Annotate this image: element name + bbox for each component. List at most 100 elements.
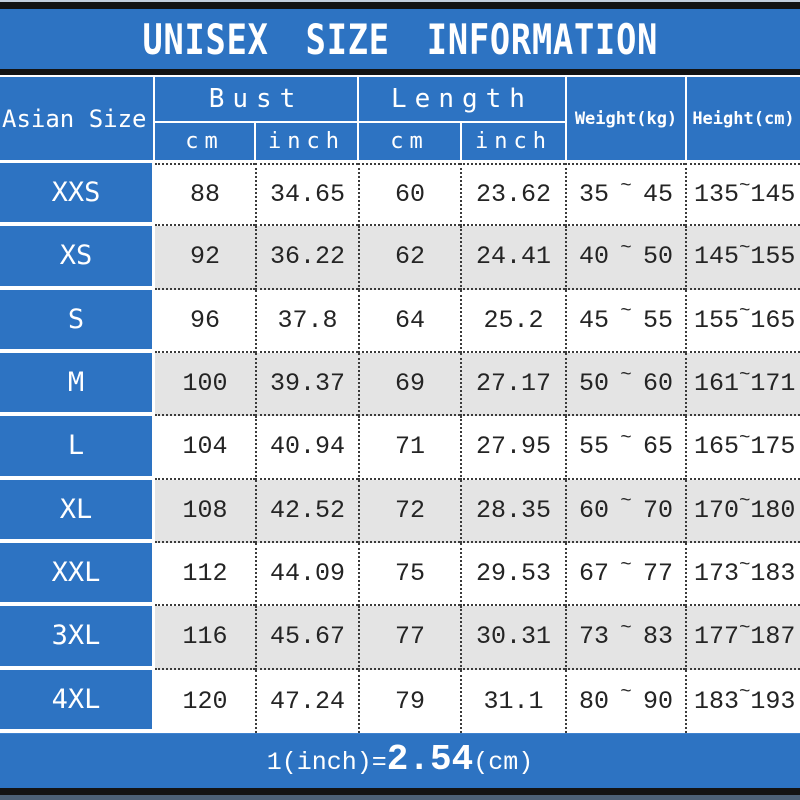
height-min: 135	[694, 180, 740, 210]
weight-max: 65	[642, 432, 673, 462]
table-row: L 104 40.94 71 27.95 55 ~ 65 165 ~ 175	[0, 416, 800, 480]
height-max: 183	[750, 559, 796, 589]
cell-bust-inch: 45.67	[255, 606, 358, 670]
weight-min: 40	[579, 242, 610, 272]
cell-bust-cm: 116	[155, 606, 255, 670]
cell-height-range: 177 ~ 187	[685, 606, 800, 670]
cell-length-inch: 31.1	[460, 669, 565, 733]
cell-weight-range: 55 ~ 65	[565, 416, 685, 480]
tilde-separator: ~	[620, 681, 632, 704]
conversion-suffix: (cm)	[473, 748, 534, 777]
tilde-separator: ~	[739, 490, 751, 513]
title-separator-bar	[0, 69, 800, 75]
cell-bust-cm: 96	[155, 289, 255, 353]
cell-height-range: 165 ~ 175	[685, 416, 800, 480]
cell-size: XL	[0, 479, 155, 543]
header-asian-size: Asian Size	[0, 77, 153, 160]
table-row: XS 92 36.22 62 24.41 40 ~ 50 145 ~ 155	[0, 226, 800, 290]
cell-height-range: 155 ~ 165	[685, 289, 800, 353]
cell-length-cm: 69	[358, 352, 460, 417]
bottom-edge-divider	[0, 795, 800, 800]
height-max: 165	[750, 305, 796, 335]
weight-max: 60	[642, 369, 673, 399]
height-min: 177	[694, 622, 740, 652]
cell-length-inch: 27.17	[460, 352, 565, 417]
weight-min: 60	[579, 495, 610, 525]
cell-weight-range: 60 ~ 70	[565, 479, 685, 543]
cell-length-cm: 79	[358, 669, 460, 733]
height-max: 155	[750, 242, 796, 272]
header-bust-cm: cm	[155, 123, 254, 160]
cell-length-cm: 71	[358, 416, 460, 480]
cell-height-range: 135 ~ 145	[685, 163, 800, 227]
tilde-separator: ~	[620, 426, 632, 449]
header-length-inch: inch	[462, 123, 565, 160]
cell-length-cm: 77	[358, 606, 460, 670]
tilde-separator: ~	[739, 553, 751, 576]
conversion-note-band: 1(inch)= 2.54 (cm)	[0, 733, 800, 788]
bottom-black-bar	[0, 788, 800, 795]
page-title: UNISEX SIZE INFORMATION	[142, 14, 658, 64]
cell-length-inch: 27.95	[460, 416, 565, 480]
weight-max: 70	[642, 495, 673, 525]
tilde-separator: ~	[739, 236, 751, 259]
header-length-group: Length	[359, 77, 565, 121]
cell-bust-cm: 88	[155, 163, 255, 227]
cell-length-cm: 75	[358, 542, 460, 607]
tilde-separator: ~	[620, 616, 632, 639]
height-max: 187	[750, 622, 796, 652]
cell-weight-range: 80 ~ 90	[565, 669, 685, 733]
top-black-bar	[0, 2, 800, 9]
cell-bust-inch: 42.52	[255, 479, 358, 543]
cell-size: XS	[0, 226, 155, 290]
title-band: UNISEX SIZE INFORMATION	[0, 9, 800, 69]
height-min: 183	[694, 686, 740, 716]
cell-bust-inch: 34.65	[255, 163, 358, 227]
cell-size: XXL	[0, 542, 155, 607]
height-min: 165	[694, 432, 740, 462]
tilde-separator: ~	[620, 236, 632, 259]
cell-size: S	[0, 289, 155, 353]
cell-bust-cm: 104	[155, 416, 255, 480]
cell-weight-range: 67 ~ 77	[565, 542, 685, 607]
weight-min: 35	[579, 180, 610, 210]
table-row: XXS 88 34.65 60 23.62 35 ~ 45 135 ~ 145	[0, 163, 800, 227]
table-row: S 96 37.8 64 25.2 45 ~ 55 155 ~ 165	[0, 289, 800, 353]
height-min: 155	[694, 305, 740, 335]
cell-height-range: 145 ~ 155	[685, 226, 800, 290]
height-max: 180	[750, 495, 796, 525]
table-row: XL 108 42.52 72 28.35 60 ~ 70 170 ~ 180	[0, 479, 800, 543]
cell-bust-inch: 47.24	[255, 669, 358, 733]
weight-min: 67	[579, 559, 610, 589]
height-max: 175	[750, 432, 796, 462]
conversion-value: 2.54	[386, 739, 474, 780]
cell-height-range: 173 ~ 183	[685, 542, 800, 607]
tilde-separator: ~	[739, 426, 751, 449]
top-edge-divider	[0, 0, 800, 2]
weight-max: 77	[642, 559, 673, 589]
conversion-prefix: 1(inch)=	[266, 748, 387, 777]
cell-weight-range: 45 ~ 55	[565, 289, 685, 353]
cell-length-inch: 29.53	[460, 542, 565, 607]
table-row: 3XL 116 45.67 77 30.31 73 ~ 83 177 ~ 187	[0, 606, 800, 670]
cell-bust-cm: 120	[155, 669, 255, 733]
cell-bust-inch: 44.09	[255, 542, 358, 607]
cell-bust-cm: 112	[155, 542, 255, 607]
cell-height-range: 183 ~ 193	[685, 669, 800, 733]
cell-height-range: 170 ~ 180	[685, 479, 800, 543]
table-row: M 100 39.37 69 27.17 50 ~ 60 161 ~ 171	[0, 352, 800, 417]
height-min: 161	[694, 369, 740, 399]
tilde-separator: ~	[739, 300, 751, 323]
table-row: XXL 112 44.09 75 29.53 67 ~ 77 173 ~ 183	[0, 542, 800, 607]
cell-length-inch: 25.2	[460, 289, 565, 353]
cell-length-cm: 64	[358, 289, 460, 353]
weight-max: 83	[642, 622, 673, 652]
cell-weight-range: 50 ~ 60	[565, 352, 685, 417]
cell-bust-inch: 39.37	[255, 352, 358, 417]
height-max: 193	[750, 686, 796, 716]
tilde-separator: ~	[620, 174, 632, 197]
cell-bust-cm: 92	[155, 226, 255, 290]
tilde-separator: ~	[620, 490, 632, 513]
cell-weight-range: 73 ~ 83	[565, 606, 685, 670]
weight-max: 90	[642, 686, 673, 716]
